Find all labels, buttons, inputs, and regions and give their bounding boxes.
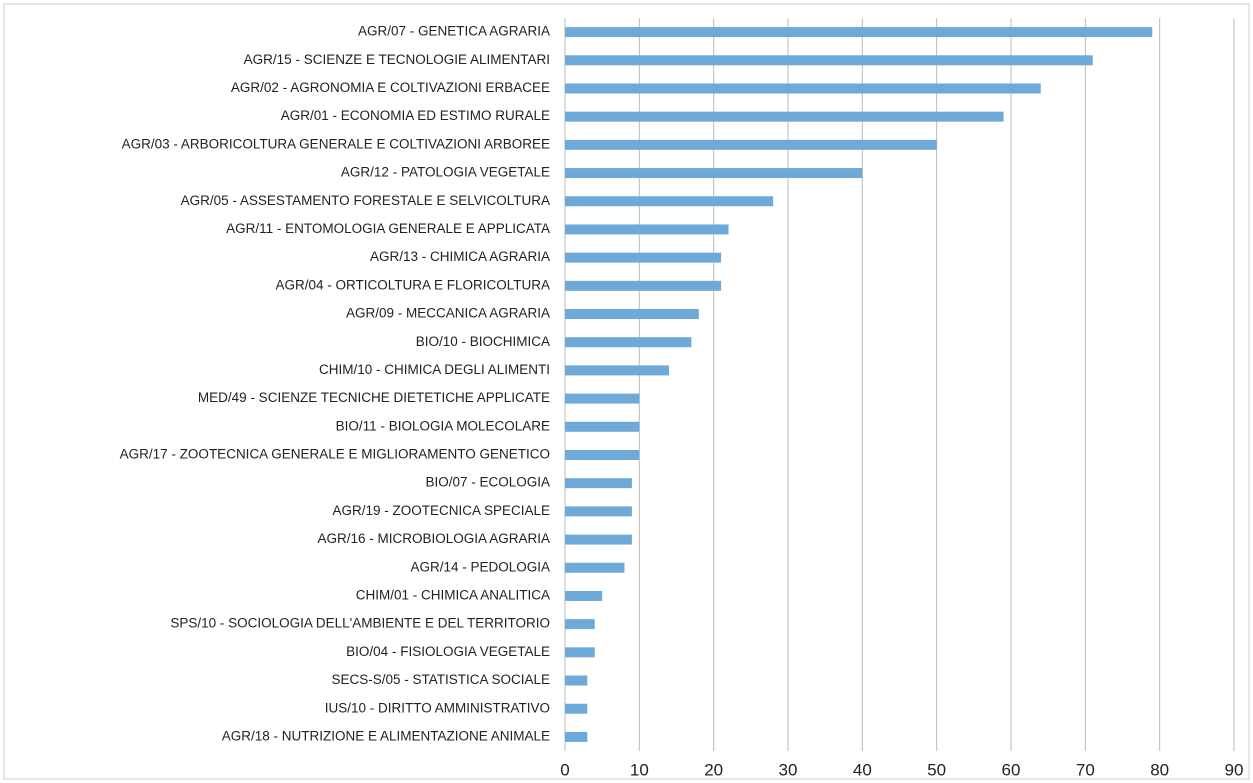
y-tick-label: AGR/13 - CHIMICA AGRARIA <box>370 249 550 264</box>
bar <box>565 83 1041 94</box>
bar <box>565 111 1004 122</box>
y-tick-label: CHIM/01 - CHIMICA ANALITICA <box>356 588 550 603</box>
bar <box>565 337 692 348</box>
y-tick-label: SECS-S/05 - STATISTICA SOCIALE <box>331 672 550 687</box>
bar <box>565 731 588 742</box>
x-tick-label: 70 <box>1076 760 1095 779</box>
bar <box>565 647 595 658</box>
bar <box>565 534 632 545</box>
bar <box>565 196 774 207</box>
bar <box>565 619 595 630</box>
y-tick-label: AGR/01 - ECONOMIA ED ESTIMO RURALE <box>281 108 550 123</box>
bar <box>565 562 625 573</box>
bar <box>565 478 632 489</box>
x-tick-label: 50 <box>927 760 946 779</box>
bar <box>565 590 603 601</box>
bar <box>565 55 1093 66</box>
y-tick-label: AGR/03 - ARBORICOLTURA GENERALE E COLTIV… <box>122 136 550 151</box>
x-tick-label: 80 <box>1150 760 1169 779</box>
bar <box>565 224 729 235</box>
y-tick-label: AGR/12 - PATOLOGIA VEGETALE <box>341 165 550 180</box>
bar <box>565 675 588 686</box>
bar <box>565 252 722 263</box>
x-tick-label: 10 <box>630 760 649 779</box>
bar <box>565 280 722 291</box>
bar <box>565 703 588 714</box>
bar <box>565 449 640 460</box>
bar <box>565 365 670 376</box>
y-tick-label: AGR/04 - ORTICOLTURA E FLORICOLTURA <box>275 277 550 292</box>
bar <box>565 168 863 179</box>
y-tick-label: AGR/17 - ZOOTECNICA GENERALE E MIGLIORAM… <box>120 447 550 462</box>
y-tick-label: AGR/19 - ZOOTECNICA SPECIALE <box>332 503 550 518</box>
y-tick-label: IUS/10 - DIRITTO AMMINISTRATIVO <box>325 700 550 715</box>
bar <box>565 139 937 150</box>
x-tick-label: 90 <box>1225 760 1244 779</box>
bar <box>565 27 1153 38</box>
y-tick-label: BIO/04 - FISIOLOGIA VEGETALE <box>346 644 550 659</box>
y-tick-label: SPS/10 - SOCIOLOGIA DELL'AMBIENTE E DEL … <box>170 616 550 631</box>
bar <box>565 393 640 404</box>
y-tick-label: BIO/07 - ECOLOGIA <box>425 475 550 490</box>
chart-border <box>3 3 1250 780</box>
y-tick-label: MED/49 - SCIENZE TECNICHE DIETETICHE APP… <box>198 390 550 405</box>
x-tick-label: 0 <box>560 760 569 779</box>
y-tick-label: AGR/15 - SCIENZE E TECNOLOGIE ALIMENTARI <box>244 52 550 67</box>
y-tick-label: AGR/11 - ENTOMOLOGIA GENERALE E APPLICAT… <box>226 221 550 236</box>
y-tick-label: AGR/07 - GENETICA AGRARIA <box>358 24 550 39</box>
x-tick-label: 20 <box>704 760 723 779</box>
y-tick-label: AGR/16 - MICROBIOLOGIA AGRARIA <box>317 531 550 546</box>
y-tick-label: AGR/05 - ASSESTAMENTO FORESTALE E SELVIC… <box>181 193 550 208</box>
bar <box>565 309 699 320</box>
y-tick-label: AGR/09 - MECCANICA AGRARIA <box>346 306 550 321</box>
y-tick-label: CHIM/10 - CHIMICA DEGLI ALIMENTI <box>319 362 550 377</box>
y-tick-label: AGR/18 - NUTRIZIONE E ALIMENTAZIONE ANIM… <box>222 728 550 743</box>
x-tick-label: 60 <box>1002 760 1021 779</box>
y-tick-label: AGR/14 - PEDOLOGIA <box>410 559 550 574</box>
x-tick-label: 30 <box>779 760 798 779</box>
x-tick-label: 40 <box>853 760 872 779</box>
bar <box>565 421 640 432</box>
y-tick-label: BIO/11 - BIOLOGIA MOLECOLARE <box>336 418 550 433</box>
y-tick-label: BIO/10 - BIOCHIMICA <box>416 334 550 349</box>
bar <box>565 506 632 517</box>
y-tick-label: AGR/02 - AGRONOMIA E COLTIVAZIONI ERBACE… <box>231 80 550 95</box>
